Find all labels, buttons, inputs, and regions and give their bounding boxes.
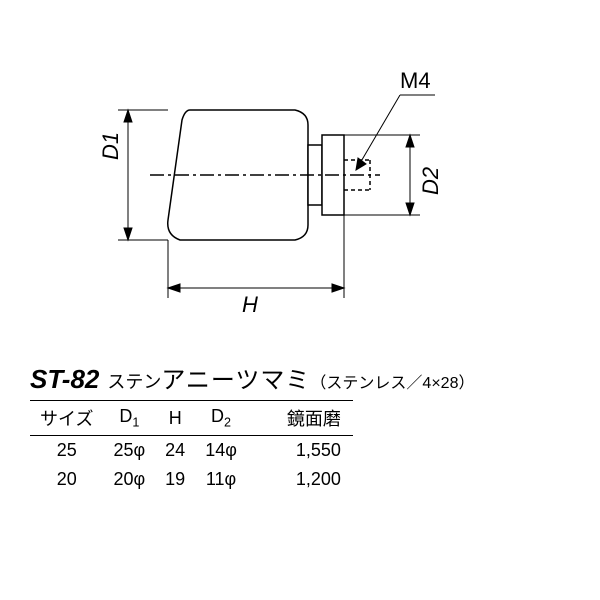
table-row: 25 25φ 24 14φ 1,550 xyxy=(30,436,353,466)
label-m4: M4 xyxy=(400,68,431,94)
label-d2: D2 xyxy=(418,167,444,195)
table-row: 20 20φ 19 11φ 1,200 xyxy=(30,465,353,494)
spec-table: サイズ D1 H D2 鏡面磨 25 25φ 24 14φ 1,550 20 2… xyxy=(30,400,353,494)
col-d1: D1 xyxy=(103,401,155,436)
col-size: サイズ xyxy=(30,401,103,436)
col-finish: 鏡面磨 xyxy=(247,401,353,436)
title-main: アニーツマミ xyxy=(161,367,310,394)
table-header-row: サイズ D1 H D2 鏡面磨 xyxy=(30,401,353,436)
product-code: ST-82 xyxy=(30,364,99,395)
title-prefix: ステン xyxy=(107,372,161,392)
col-h: H xyxy=(155,401,195,436)
product-title: ST-82 ステンアニーツマミ（ステンレス／4×28） xyxy=(30,360,474,395)
technical-diagram: D1 D2 H M4 xyxy=(100,40,480,340)
title-sub: （ステンレス／4×28） xyxy=(310,375,474,392)
label-d1: D1 xyxy=(98,132,124,160)
col-d2: D2 xyxy=(195,401,247,436)
label-h: H xyxy=(242,292,258,318)
